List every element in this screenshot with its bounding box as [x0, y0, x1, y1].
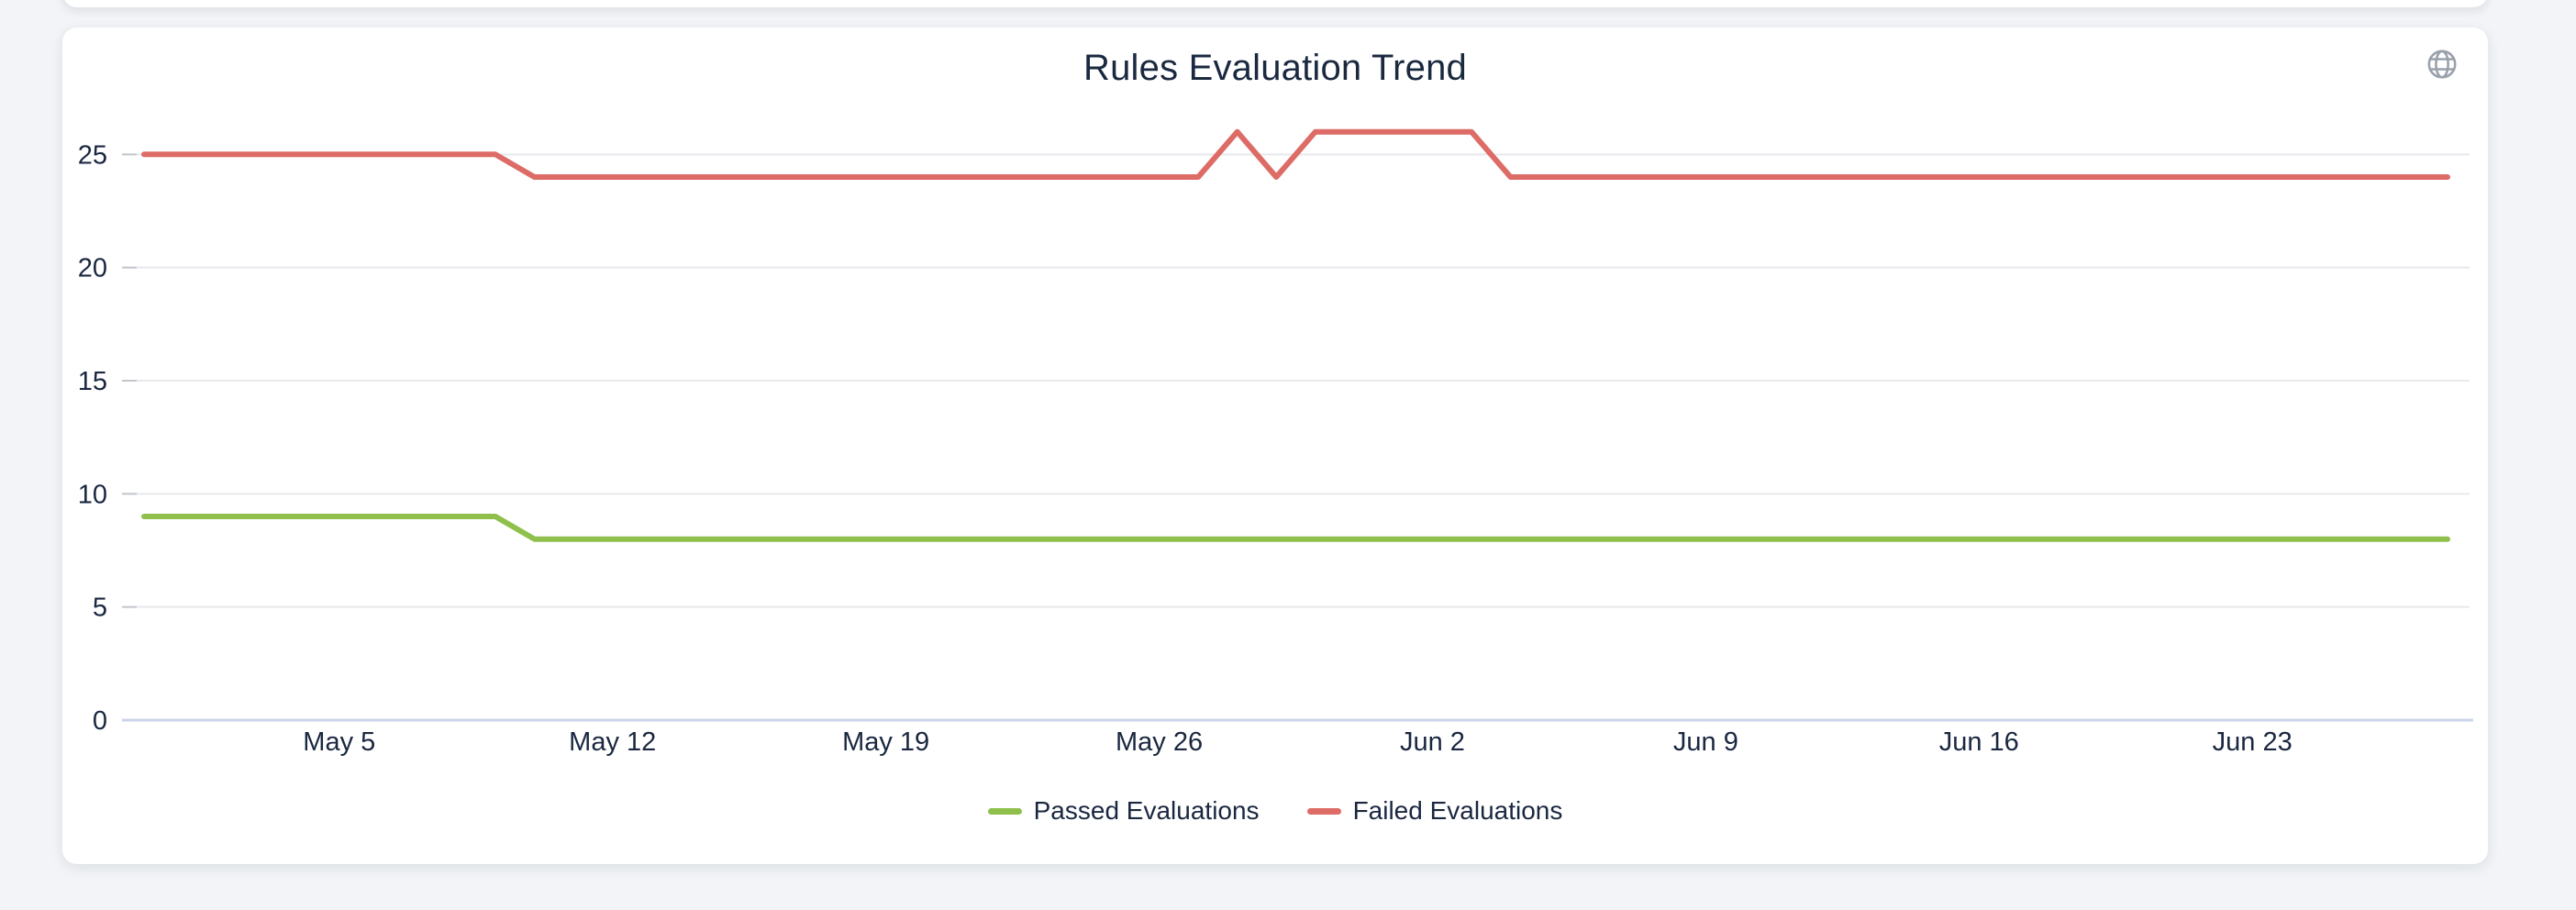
x-axis-label: May 26	[1116, 727, 1203, 757]
chart-title: Rules Evaluation Trend	[1083, 48, 1467, 88]
previous-card-bottom-edge	[62, 0, 2488, 7]
chart-legend: Passed Evaluations Failed Evaluations	[62, 791, 2488, 831]
x-axis-label: May 12	[569, 727, 656, 757]
y-axis-label: 25	[78, 140, 107, 170]
failed-series-line[interactable]	[141, 128, 2450, 180]
legend-label: Failed Evaluations	[1352, 796, 1563, 825]
legend-label: Passed Evaluations	[1033, 796, 1260, 825]
globe-icon	[2426, 49, 2458, 80]
y-axis-label: 5	[93, 594, 107, 623]
y-axis-label: 15	[78, 367, 107, 396]
x-axis-label: Jun 2	[1400, 727, 1465, 757]
rules-evaluation-trend-card	[62, 28, 2488, 864]
x-axis-label: Jun 9	[1673, 727, 1738, 757]
legend-item-passed[interactable]: Passed Evaluations	[987, 796, 1260, 826]
legend-line-marker	[1306, 807, 1341, 815]
x-axis-label: Jun 23	[2213, 727, 2293, 757]
x-axis-label: May 19	[842, 727, 929, 757]
legend-line-marker	[987, 807, 1022, 815]
x-axis-label: Jun 16	[1939, 727, 2019, 757]
y-axis-label: 0	[93, 706, 107, 736]
y-axis-label: 10	[78, 480, 107, 509]
y-axis-label: 20	[78, 254, 107, 283]
globe-icon-button[interactable]	[2416, 39, 2468, 90]
legend-item-failed[interactable]: Failed Evaluations	[1306, 796, 1563, 826]
x-axis-label: May 5	[303, 727, 375, 757]
passed-series-line[interactable]	[141, 514, 2450, 542]
